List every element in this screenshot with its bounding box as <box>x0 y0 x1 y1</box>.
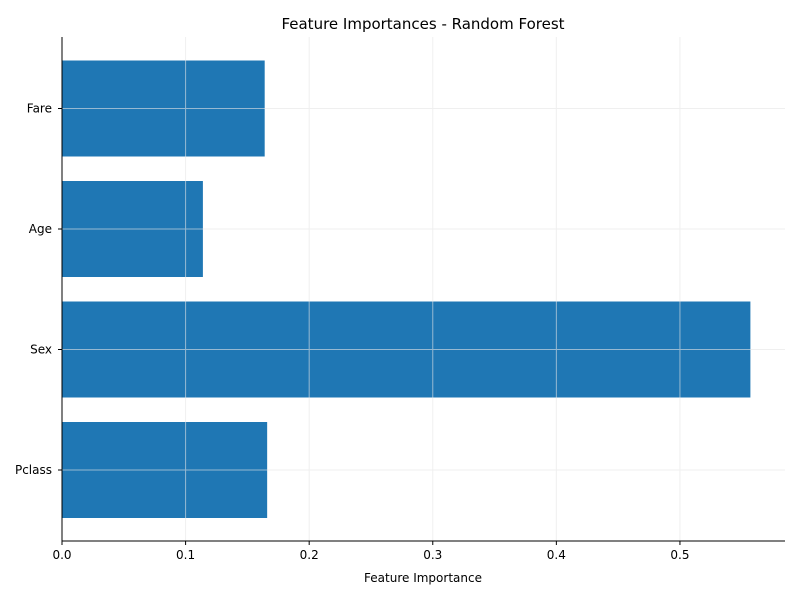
y-tick-label-pclass: Pclass <box>15 463 52 477</box>
y-tick-label-sex: Sex <box>30 343 52 357</box>
x-ticks: 0.0 0.1 0.2 0.3 0.4 0.5 <box>52 541 689 562</box>
y-ticks: Pclass Sex Age Fare <box>15 102 62 477</box>
x-tick-label: 0.3 <box>423 548 442 562</box>
bars <box>62 60 751 518</box>
x-tick-label: 0.0 <box>52 548 71 562</box>
y-tick-label-age: Age <box>29 222 52 236</box>
chart-title: Feature Importances - Random Forest <box>281 15 564 33</box>
x-tick-label: 0.5 <box>670 548 689 562</box>
x-tick-label: 0.4 <box>547 548 566 562</box>
x-tick-label: 0.1 <box>176 548 195 562</box>
y-tick-label-fare: Fare <box>27 102 52 116</box>
x-axis-label: Feature Importance <box>364 571 482 585</box>
x-tick-label: 0.2 <box>300 548 319 562</box>
grid <box>62 37 785 541</box>
